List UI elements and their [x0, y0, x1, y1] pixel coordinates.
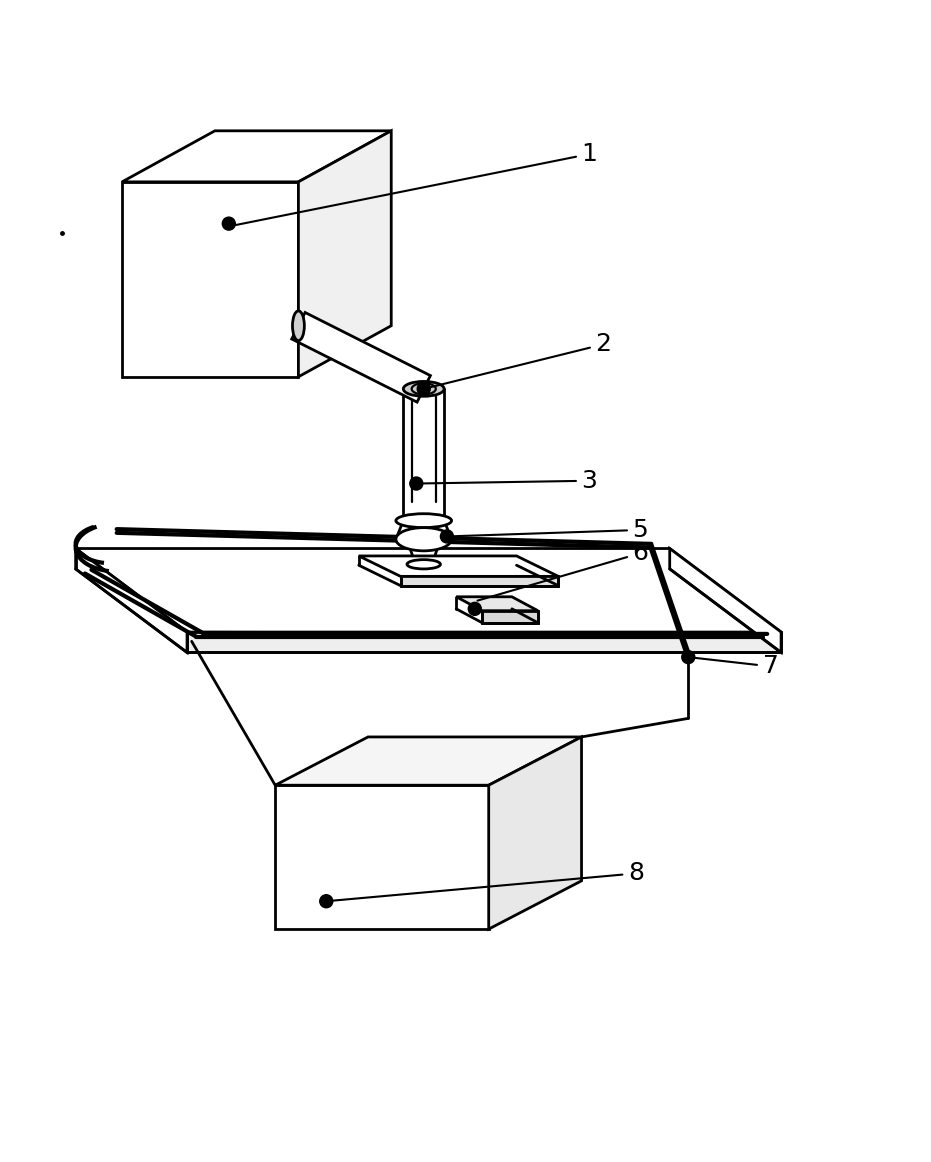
Polygon shape — [276, 737, 582, 786]
Ellipse shape — [396, 514, 452, 528]
Text: 5: 5 — [450, 518, 648, 541]
Polygon shape — [407, 539, 440, 565]
Polygon shape — [489, 737, 582, 930]
Ellipse shape — [407, 560, 440, 569]
Text: 2: 2 — [426, 332, 612, 388]
Circle shape — [440, 530, 453, 543]
Ellipse shape — [403, 381, 444, 396]
Text: 6: 6 — [478, 541, 649, 601]
Polygon shape — [187, 632, 781, 653]
Polygon shape — [396, 521, 452, 539]
Polygon shape — [75, 548, 187, 653]
Polygon shape — [669, 548, 781, 653]
Circle shape — [223, 217, 236, 230]
Text: 1: 1 — [232, 142, 598, 225]
Polygon shape — [276, 786, 489, 930]
Text: 7: 7 — [691, 654, 778, 679]
Ellipse shape — [396, 528, 452, 551]
Polygon shape — [122, 131, 391, 182]
Polygon shape — [358, 555, 559, 576]
Text: 8: 8 — [329, 861, 644, 901]
Circle shape — [319, 895, 332, 908]
Circle shape — [417, 382, 430, 395]
Polygon shape — [75, 548, 781, 632]
Polygon shape — [122, 182, 299, 376]
Circle shape — [468, 602, 481, 616]
Polygon shape — [299, 131, 391, 376]
Circle shape — [681, 651, 695, 664]
Polygon shape — [482, 611, 538, 623]
Circle shape — [410, 478, 423, 490]
Polygon shape — [456, 597, 538, 611]
Text: 3: 3 — [419, 468, 598, 493]
Polygon shape — [400, 576, 559, 586]
Polygon shape — [291, 313, 430, 402]
Ellipse shape — [292, 311, 304, 340]
